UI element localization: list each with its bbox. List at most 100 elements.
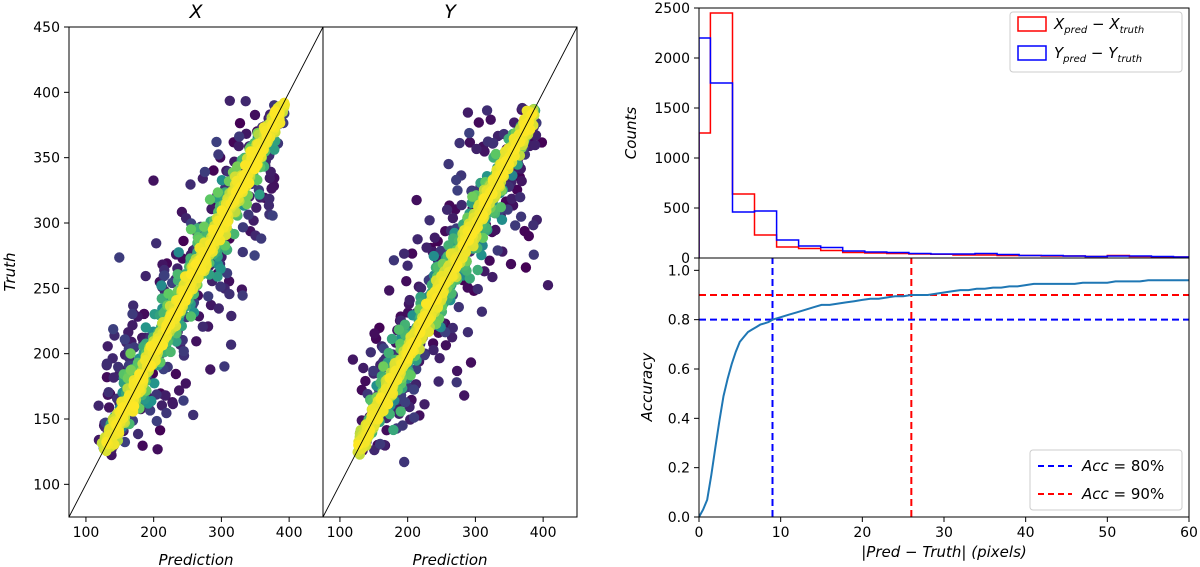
legend-x-label: Xpred − Xtruth: [1053, 15, 1144, 36]
scatter-point: [256, 233, 267, 244]
x-tick-label: 200: [394, 525, 421, 541]
scatter-point: [178, 346, 189, 357]
scatter-point: [140, 322, 151, 333]
scatter-x-xlabel: Prediction: [158, 551, 233, 567]
x-tick-label: 10: [772, 525, 790, 541]
scatter-point: [154, 425, 166, 436]
scatter-point: [103, 387, 114, 398]
scatter-point: [456, 199, 467, 211]
accuracy-yticks: 0.0 0.2 0.4 0.6 0.8 1.0: [668, 263, 699, 526]
y-tick-label: 2500: [654, 1, 690, 17]
scatter-point: [465, 357, 477, 368]
scatter-point: [487, 271, 498, 283]
scatter-point: [135, 374, 147, 385]
scatter-point: [481, 105, 493, 116]
scatter-point: [386, 333, 398, 345]
accuracy-xlabel: |Pred − Truth| (pixels): [861, 543, 1026, 561]
x-tick-label: 40: [1017, 525, 1035, 541]
scatter-point: [93, 400, 104, 411]
scatter-point: [216, 205, 227, 216]
histogram-legend: Xpred − Xtruth Ypred − Ytruth: [1009, 11, 1183, 73]
scatter-point: [152, 444, 163, 455]
y-tick-label: 1.0: [668, 263, 690, 279]
scatter-point: [140, 270, 151, 282]
scatter-point: [395, 406, 406, 417]
scatter-point: [408, 384, 420, 395]
scatter-point: [424, 215, 435, 226]
scatter-point: [368, 365, 379, 377]
scatter-point: [199, 166, 211, 178]
scatter-y-points: [347, 102, 554, 468]
scatter-point: [453, 301, 464, 313]
y-tick-label: 0.8: [668, 313, 690, 329]
scatter-point: [515, 192, 526, 203]
y-tick-label: 0: [681, 251, 690, 267]
scatter-point: [205, 364, 216, 375]
scatter-x-title: X: [188, 1, 203, 23]
scatter-point: [266, 183, 277, 194]
y-tick-label: 500: [663, 201, 690, 217]
scatter-point: [479, 146, 490, 157]
scatter-point: [510, 220, 521, 231]
scatter-point: [102, 341, 113, 352]
scatter-point: [467, 191, 478, 202]
scatter-point: [145, 360, 156, 371]
scatter-point: [243, 209, 254, 220]
scatter-point: [137, 440, 148, 451]
scatter-point: [411, 194, 422, 206]
y-tick-label: 200: [33, 347, 60, 363]
scatter-point: [128, 300, 139, 311]
scatter-point: [188, 409, 199, 421]
scatter-point: [515, 211, 527, 222]
scatter-point: [247, 146, 258, 158]
scatter-point: [269, 108, 281, 120]
scatter-point: [234, 118, 246, 129]
scatter-point: [433, 376, 444, 387]
accuracy-threshold-lines: [699, 258, 1189, 517]
scatter-point: [163, 288, 174, 299]
x-tick-label: 400: [530, 525, 557, 541]
x-tick-label: 400: [276, 525, 303, 541]
scatter-point: [185, 311, 197, 322]
x-tick-label: 30: [935, 525, 953, 541]
scatter-point: [447, 322, 458, 334]
scatter-point: [451, 174, 462, 186]
scatter-point: [173, 247, 184, 258]
scatter-point: [419, 399, 430, 410]
legend-acc80-label: Acc = 80%: [1081, 457, 1164, 475]
scatter-point: [226, 310, 237, 322]
scatter-point: [454, 137, 465, 149]
scatter-point: [208, 165, 219, 176]
scatter-point: [132, 428, 144, 440]
scatter-point: [213, 149, 224, 160]
scatter-point: [156, 400, 168, 411]
scatter-point: [119, 334, 130, 345]
scatter-point: [145, 341, 156, 352]
scatter-point: [374, 438, 386, 450]
scatter-point: [466, 229, 477, 240]
x-tick-label: 100: [327, 525, 354, 541]
scatter-point: [421, 242, 432, 253]
x-tick-label: 50: [1098, 525, 1116, 541]
scatter-point: [431, 294, 442, 305]
accuracy-curve: [699, 279, 1189, 517]
scatter-point: [165, 346, 176, 358]
scatter-point: [213, 303, 224, 314]
scatter-point: [464, 127, 475, 139]
scatter-point: [249, 109, 261, 121]
scatter-point: [378, 361, 389, 372]
scatter-point: [388, 424, 399, 436]
scatter-point: [224, 95, 235, 107]
scatter-point: [108, 372, 119, 383]
scatter-point: [254, 189, 265, 200]
x-tick-label: 0: [695, 525, 704, 541]
scatter-point: [151, 238, 162, 249]
scatter-point: [451, 365, 463, 377]
scatter-y-panel: Y Prediction 100 200 300 400: [322, 1, 578, 567]
scatter-point: [447, 271, 458, 282]
x-tick-label: 300: [208, 525, 235, 541]
y-tick-label: 0.4: [668, 411, 690, 427]
scatter-point: [197, 321, 208, 332]
scatter-y-xticks: 100 200 300 400: [327, 517, 557, 541]
scatter-point: [523, 230, 534, 242]
